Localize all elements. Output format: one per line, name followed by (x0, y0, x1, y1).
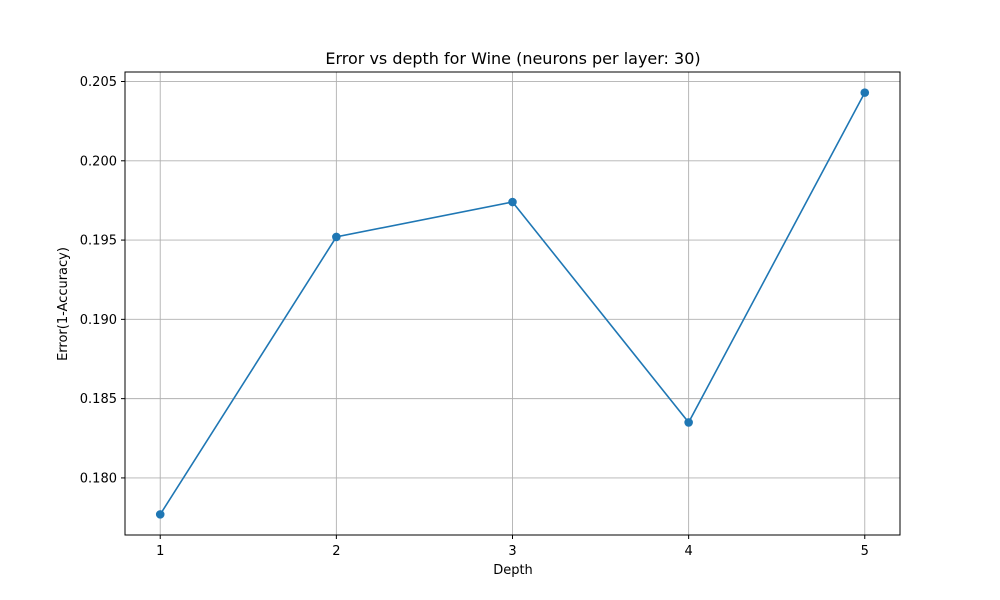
x-axis-label: Depth (493, 563, 533, 578)
data-point (508, 197, 517, 207)
x-tick-label: 4 (684, 544, 692, 559)
data-point (684, 418, 693, 427)
y-tick-label: 0.200 (80, 154, 117, 169)
data-point (860, 88, 870, 97)
y-tick-label: 0.180 (80, 471, 117, 486)
y-tick-label: 0.190 (80, 313, 117, 328)
y-axis-label: Error(1-Accuracy) (56, 247, 71, 361)
x-tick-label: 2 (332, 544, 340, 559)
data-point (332, 232, 341, 242)
chart-title: Error vs depth for Wine (neurons per lay… (325, 49, 700, 68)
y-tick-label: 0.205 (80, 75, 117, 90)
x-tick-label: 5 (861, 544, 869, 559)
grid (125, 72, 900, 535)
data-point (155, 510, 165, 519)
x-tick-label: 3 (508, 544, 516, 559)
y-tick-label: 0.195 (80, 234, 117, 249)
x-axis-ticks: 1 2 3 4 5 (156, 535, 869, 559)
y-axis-ticks: 0.180 0.185 0.190 0.195 0.200 0.205 (80, 75, 125, 486)
series-layer (155, 88, 870, 519)
y-tick-label: 0.185 (80, 392, 117, 407)
x-tick-label: 1 (156, 544, 164, 559)
